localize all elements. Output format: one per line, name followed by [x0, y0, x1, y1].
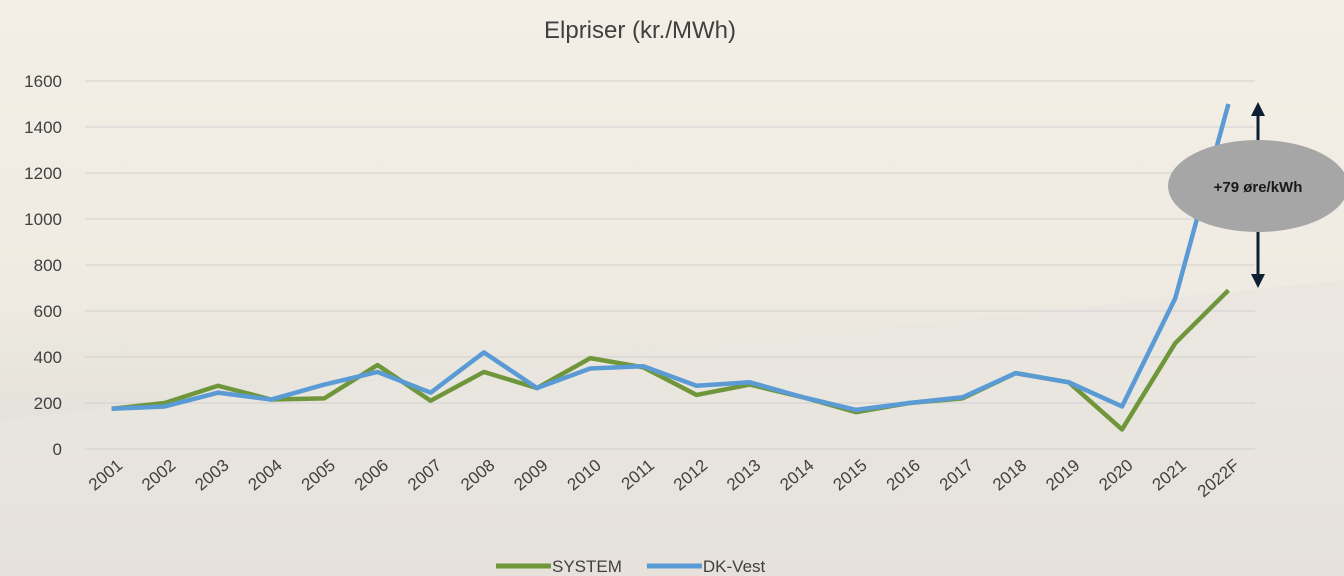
legend-label: DK-Vest — [703, 557, 766, 576]
y-tick-label: 1200 — [24, 164, 62, 183]
y-tick-label: 400 — [34, 348, 62, 367]
chart: Elpriser (kr./MWh) 0 200 400 600 800 1000 1200… — [0, 0, 1344, 576]
y-tick-label: 600 — [34, 302, 62, 321]
legend-label: SYSTEM — [552, 557, 622, 576]
y-tick-label: 1600 — [24, 72, 62, 91]
y-tick-label: 0 — [53, 440, 62, 459]
page: {"chart_data": {"type": "line", "title":… — [0, 0, 1344, 576]
y-tick-label: 800 — [34, 256, 62, 275]
y-tick-label: 200 — [34, 394, 62, 413]
y-tick-label: 1000 — [24, 210, 62, 229]
annotation: +79 øre/kWh — [1214, 179, 1303, 196]
chart-title: Elpriser (kr./MWh) — [544, 17, 736, 44]
y-tick-label: 1400 — [24, 118, 62, 137]
